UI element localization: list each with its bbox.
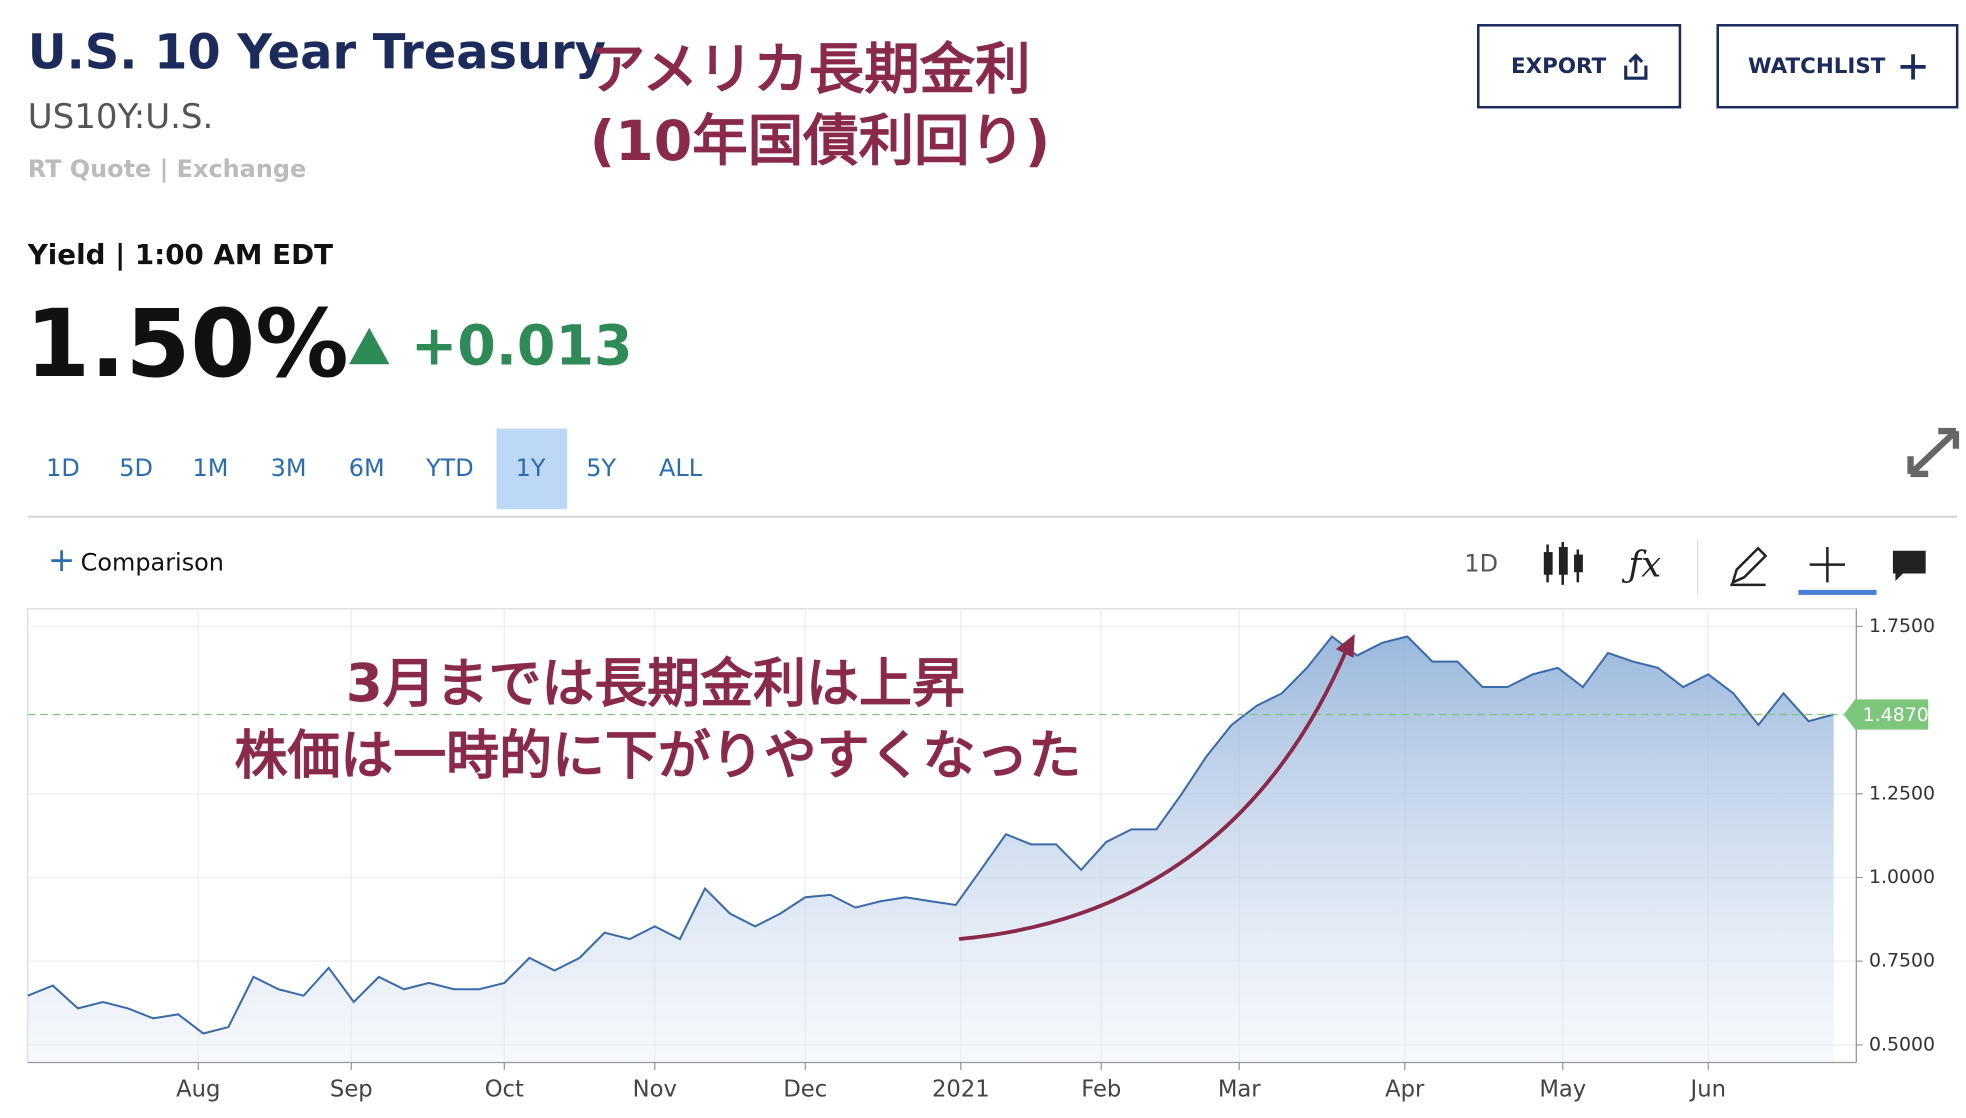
annotation-arrow bbox=[958, 644, 1351, 941]
y-tick-label: 0.7500 bbox=[1869, 950, 1935, 972]
range-tab[interactable]: 5Y bbox=[586, 454, 616, 482]
range-tab[interactable]: 3M bbox=[271, 454, 307, 482]
comparison[interactable]: Comparison bbox=[81, 548, 224, 576]
change: +0.013 bbox=[411, 314, 633, 378]
plus-icon: + bbox=[48, 541, 75, 579]
last-value-label: 1.4870 bbox=[1863, 704, 1929, 726]
range-tab[interactable]: 1M bbox=[193, 454, 229, 482]
x-tick-label: 2021 bbox=[932, 1077, 990, 1103]
x-tick-label: Oct bbox=[485, 1077, 524, 1103]
watchlist-button[interactable]: WATCHLIST bbox=[1716, 24, 1959, 109]
arrow-head bbox=[1335, 633, 1355, 658]
annotation: 株価は一時的に下がりやすくなった bbox=[234, 725, 1081, 786]
y-tick-label: 1.0000 bbox=[1869, 866, 1935, 888]
chart: 0.5000 0.7500 1.0000 1.2500 1.7500 Aug Sep Oct N… bbox=[27, 608, 1935, 1103]
expand-icon[interactable] bbox=[1907, 427, 1960, 478]
export-button[interactable]: EXPORT bbox=[1477, 24, 1682, 109]
range-tab[interactable]: ALL bbox=[659, 454, 703, 482]
range-tab[interactable]: 1D bbox=[46, 454, 80, 482]
range-tab[interactable]: YTD bbox=[425, 454, 474, 482]
y-tick-label: 1.7500 bbox=[1869, 615, 1935, 637]
title: U.S. 10 Year Treasury bbox=[28, 26, 606, 81]
range-tab[interactable]: 6M bbox=[349, 454, 385, 482]
annotation: アメリカ長期金利 bbox=[590, 38, 1031, 102]
range-tab[interactable]: 1Y bbox=[516, 454, 546, 482]
range-tab[interactable]: 5D bbox=[119, 454, 153, 482]
last-value-tag bbox=[1843, 699, 1929, 730]
draw-icon[interactable] bbox=[1730, 546, 1768, 587]
x-tick-label: Sep bbox=[330, 1077, 373, 1103]
comment-icon[interactable] bbox=[1892, 550, 1926, 582]
x-tick-label: Dec bbox=[783, 1077, 827, 1103]
x-tick-label: Mar bbox=[1218, 1077, 1261, 1103]
x-tick-label: Jun bbox=[1689, 1077, 1726, 1103]
button-label: WATCHLIST bbox=[1748, 54, 1886, 79]
symbol: US10Y:U.S. bbox=[28, 97, 214, 137]
line bbox=[27, 635, 1834, 1035]
quote-source: RT Quote | Exchange bbox=[28, 155, 307, 183]
quote-label: Yield | 1:00 AM EDT bbox=[27, 238, 333, 271]
selected-tab bbox=[496, 428, 568, 510]
range-tabs: 1D 5D 1M 3M 6M YTD 1Y 5Y ALL bbox=[46, 428, 703, 510]
button-label: EXPORT bbox=[1511, 54, 1607, 79]
interval[interactable]: 1D bbox=[1464, 550, 1498, 578]
annotation: 3月までは長期金利は上昇 bbox=[346, 654, 965, 715]
x-tick-label: May bbox=[1539, 1077, 1586, 1103]
fx-icon[interactable]: ƒx bbox=[1621, 545, 1661, 586]
y-tick-label: 0.5000 bbox=[1869, 1033, 1935, 1055]
x-tick-label: Feb bbox=[1081, 1077, 1121, 1103]
crosshair-icon[interactable] bbox=[1809, 547, 1846, 583]
y-tick-label: 1.2500 bbox=[1869, 782, 1935, 804]
active-underline bbox=[1798, 589, 1877, 595]
x-tick-label: Nov bbox=[633, 1077, 677, 1103]
x-tick-label: Apr bbox=[1385, 1077, 1425, 1103]
up-arrow bbox=[349, 327, 390, 365]
x-tick-label: Aug bbox=[176, 1077, 220, 1103]
area bbox=[27, 636, 1834, 1062]
price: 1.50% bbox=[25, 289, 349, 398]
annotation: (10年国債利回り) bbox=[590, 110, 1050, 174]
candle-icon[interactable] bbox=[1543, 541, 1583, 585]
